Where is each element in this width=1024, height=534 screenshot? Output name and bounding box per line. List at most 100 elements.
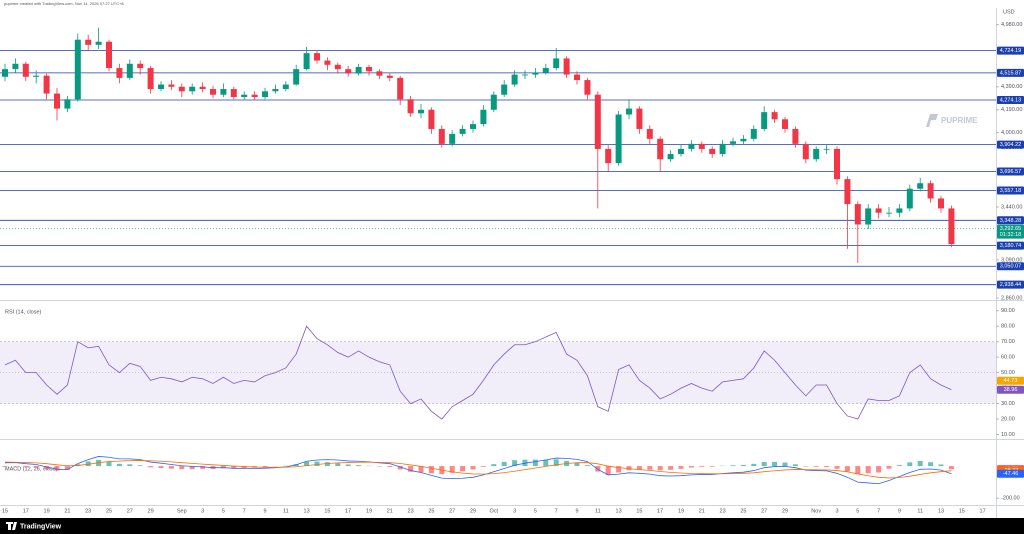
rsi-ma-tag-box xyxy=(997,376,1024,385)
candle-body xyxy=(230,89,237,97)
candle-body xyxy=(324,60,331,65)
candle-body xyxy=(210,89,216,95)
rsi-line xyxy=(4,325,952,420)
x-tick-label: 17 xyxy=(980,508,986,514)
macd-histogram-bar xyxy=(44,466,50,470)
macd-histogram-bar xyxy=(449,466,455,473)
x-tick-label: 21 xyxy=(64,508,70,514)
x-tick-label: 5 xyxy=(856,508,859,514)
level-label: 3,904.22 xyxy=(1000,142,1021,148)
candle-body xyxy=(657,138,664,160)
rsi-ma-tag-label: 44.73 xyxy=(1004,378,1018,384)
candle-body xyxy=(303,53,310,70)
x-tick-label: 23 xyxy=(408,508,414,514)
candle-body xyxy=(418,109,424,114)
candle-body xyxy=(116,68,123,78)
rsi-title: RSI (14, close) xyxy=(5,309,42,315)
candle-body xyxy=(449,133,456,144)
macd-histogram-bar xyxy=(428,466,434,474)
macd-histogram-bar xyxy=(106,461,112,467)
candle-body xyxy=(85,39,92,45)
macd-histogram-bar xyxy=(865,466,871,474)
level-label: 3,696.57 xyxy=(1000,169,1021,175)
x-tick-label: Sep xyxy=(177,508,187,514)
macd-histogram-bar xyxy=(397,466,403,470)
y-tick-label: 3,440.00 xyxy=(1001,204,1022,210)
macd-histogram-bar xyxy=(262,466,268,468)
macd-histogram-bar xyxy=(699,466,705,467)
x-tick-label: 9 xyxy=(263,508,266,514)
candle-body xyxy=(553,58,560,69)
candle-body xyxy=(334,64,341,70)
y-tick-label: 30.00 xyxy=(1001,401,1015,407)
x-tick-label: 11 xyxy=(283,508,289,514)
candle-body xyxy=(2,69,8,77)
macd-line xyxy=(4,456,952,485)
level-label: 3,050.07 xyxy=(1000,264,1021,270)
x-tick-label: 19 xyxy=(44,508,50,514)
x-tick-label: 29 xyxy=(782,508,788,514)
y-tick-label: 50.00 xyxy=(1001,370,1015,376)
macd-histogram-bar xyxy=(616,466,622,473)
macd-histogram-bar xyxy=(730,465,736,467)
candle-body xyxy=(126,63,133,78)
x-tick-label: 27 xyxy=(761,508,767,514)
candle-body xyxy=(251,94,258,97)
x-tick-label: 29 xyxy=(470,508,476,514)
x-tick-label: 27 xyxy=(449,508,455,514)
macd-histogram-bar xyxy=(148,466,154,468)
candle-body xyxy=(844,179,851,205)
level-label: 2,938.44 xyxy=(1000,282,1021,288)
x-tick-label: 7 xyxy=(555,508,558,514)
macd-histogram-bar xyxy=(844,466,850,472)
x-tick-label: 13 xyxy=(938,508,944,514)
macd-histogram-bar xyxy=(345,464,351,467)
y-tick-label: 80.00 xyxy=(1001,324,1015,330)
y-tick-label: 4,980.00 xyxy=(1001,22,1022,28)
candle-body xyxy=(480,109,487,125)
candle-body xyxy=(189,86,196,92)
macd-histogram-bar xyxy=(480,466,486,467)
macd-histogram-bar xyxy=(116,463,122,467)
macd-histogram-bar xyxy=(917,460,923,467)
currency: USD xyxy=(1003,9,1015,15)
x-tick-label: 7 xyxy=(243,508,246,514)
candle-body xyxy=(314,53,320,61)
x-tick-label: 25 xyxy=(740,508,746,514)
level-box xyxy=(997,216,1024,225)
last-price-box xyxy=(997,224,1024,239)
macd-histogram-bar xyxy=(85,461,91,467)
y-tick-label: 4,000.00 xyxy=(1001,130,1022,136)
x-tick-label: 17 xyxy=(345,508,351,514)
macd-histogram-bar xyxy=(356,465,362,467)
candle-body xyxy=(886,212,892,214)
candle-body xyxy=(106,41,112,69)
x-tick-label: 3 xyxy=(201,508,204,514)
candle-body xyxy=(782,119,788,129)
candle-body xyxy=(823,148,830,150)
brand: TradingView xyxy=(20,523,62,530)
x-tick-label: 25 xyxy=(428,508,434,514)
last-price-label: 3,292.65 xyxy=(1000,226,1021,232)
macd-histogram-bar xyxy=(886,466,892,469)
candle-body xyxy=(771,112,778,120)
watermark-icon xyxy=(926,114,938,127)
x-tick-label: 23 xyxy=(720,508,726,514)
macd-tag-label: -47.46 xyxy=(1003,471,1019,477)
candle-body xyxy=(345,69,352,74)
macd-histogram-bar xyxy=(179,466,185,470)
macd-histogram-bar xyxy=(314,461,320,467)
macd-histogram-bar xyxy=(2,466,8,467)
macd-histogram-bar xyxy=(408,466,414,472)
candle-body xyxy=(470,124,476,129)
candle-body xyxy=(709,148,716,155)
x-tick-label: 23 xyxy=(85,508,91,514)
candle-body xyxy=(615,114,622,164)
candle-body xyxy=(366,66,372,72)
macd-histogram-bar xyxy=(782,462,788,467)
x-tick-label: 25 xyxy=(106,508,112,514)
macd-histogram-bar xyxy=(876,466,882,473)
candle-body xyxy=(438,128,445,144)
macd-histogram-bar xyxy=(501,461,507,467)
x-tick-label: 29 xyxy=(148,508,154,514)
